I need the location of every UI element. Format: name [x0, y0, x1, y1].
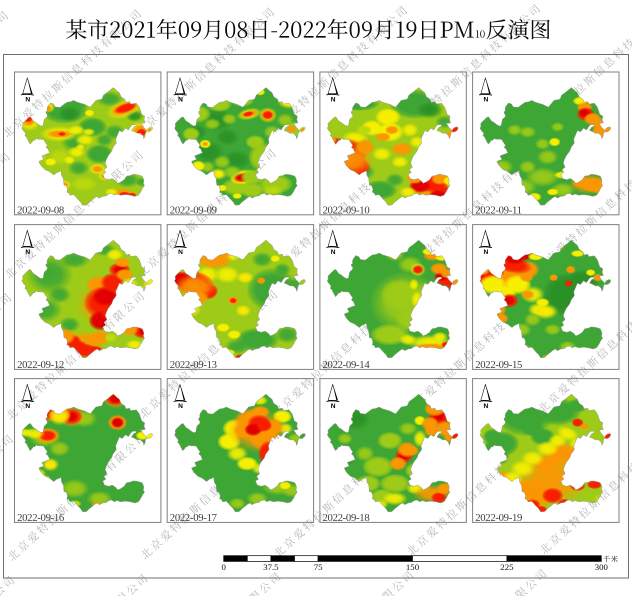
- svg-text:2022-09-15: 2022-09-15: [475, 359, 522, 371]
- svg-text:0: 0: [221, 562, 226, 572]
- svg-text:37.5: 37.5: [263, 562, 279, 572]
- svg-text:2022-09-11: 2022-09-11: [475, 204, 521, 216]
- svg-text:2022-09-19: 2022-09-19: [475, 512, 522, 524]
- svg-text:225: 225: [500, 562, 514, 572]
- svg-text:150: 150: [406, 562, 420, 572]
- svg-text:75: 75: [314, 562, 323, 572]
- svg-text:2022-09-09: 2022-09-09: [170, 204, 217, 216]
- svg-text:2022-09-16: 2022-09-16: [17, 512, 65, 524]
- svg-text:2022-09-12: 2022-09-12: [17, 359, 64, 371]
- svg-text:2022-09-14: 2022-09-14: [323, 359, 371, 371]
- svg-text:2022-09-08: 2022-09-08: [17, 204, 64, 216]
- svg-text:2022-09-18: 2022-09-18: [323, 512, 370, 524]
- svg-text:2022-09-10: 2022-09-10: [323, 204, 370, 216]
- svg-text:2022-09-17: 2022-09-17: [170, 512, 218, 524]
- svg-text:300: 300: [595, 562, 609, 572]
- svg-text:2022-09-13: 2022-09-13: [170, 359, 217, 371]
